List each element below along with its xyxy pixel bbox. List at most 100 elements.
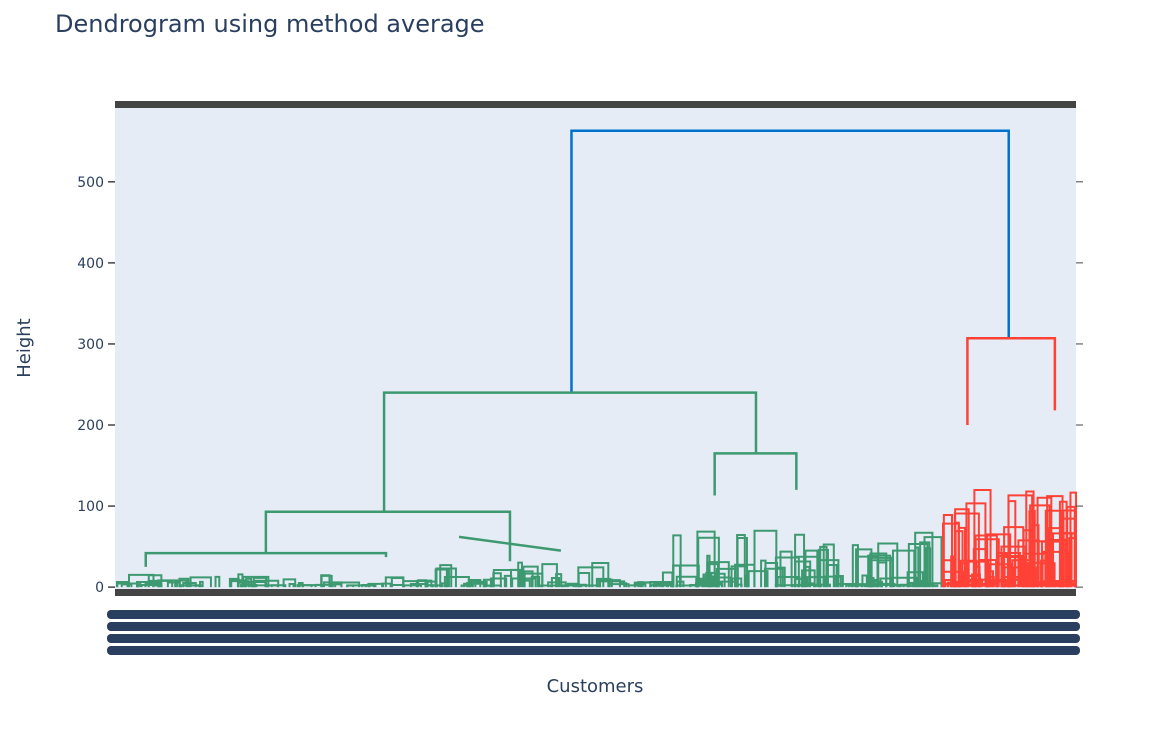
dendrogram-link: [974, 538, 1000, 588]
dendrogram-link: [736, 536, 748, 588]
dendrogram-link: [672, 534, 682, 588]
dendrogram-link: [851, 544, 859, 588]
dendrogram-link: [417, 579, 428, 588]
dendrogram-link: [174, 579, 188, 588]
dendrogram-link: [697, 536, 720, 588]
y-tick-label: 400: [77, 256, 104, 272]
dendrogram-link: [382, 391, 758, 512]
dendrogram-link: [1062, 584, 1077, 588]
dendrogram-link: [540, 584, 552, 588]
dendrogram-link: [764, 561, 779, 588]
dendrogram-link: [230, 579, 247, 588]
dendrogram-link: [1041, 550, 1069, 588]
x-tick-label-row: [107, 610, 1080, 619]
dendrogram-link: [899, 583, 909, 588]
dendrogram-link: [634, 583, 647, 588]
dendrogram-link: [649, 584, 669, 588]
dendrogram-link: [966, 337, 1057, 426]
y-tick-label: 500: [77, 175, 104, 191]
x-tick-labels: [107, 610, 1080, 655]
bottom-frame-bar: [115, 589, 1076, 596]
y-tick-label: 300: [77, 337, 104, 353]
dendrogram-link: [403, 584, 423, 588]
dendrogram-link: [550, 576, 561, 588]
dendrogram-link: [178, 577, 190, 588]
dendrogram-link: [483, 584, 502, 588]
dendrogram-link: [715, 572, 726, 588]
dendrogram-link: [214, 575, 221, 588]
plot-area: [115, 104, 1076, 592]
dendrogram-link: [509, 568, 522, 588]
dendrogram-link: [334, 581, 361, 588]
top-frame-bar: [115, 101, 1076, 108]
dendrogram-link: [580, 584, 602, 588]
dendrogram-link: [147, 579, 174, 588]
dendrogram-link: [189, 576, 212, 588]
dendrogram-link: [925, 547, 932, 588]
dendrogram-link: [551, 584, 577, 588]
dendrogram-link: [468, 580, 488, 588]
dendrogram-link: [914, 546, 920, 588]
dendrogram-link: [402, 580, 418, 588]
dendrogram-link: [144, 551, 388, 567]
dendrogram-link: [599, 580, 626, 588]
dendrogram-link: [445, 567, 450, 588]
dendrogram-link: [522, 565, 539, 588]
dendrogram-link: [367, 582, 384, 588]
dendrogram-link: [482, 578, 493, 588]
dense-leaves-layer: [115, 489, 1077, 588]
dendrogram-link: [947, 583, 973, 588]
dendrogram-link: [242, 575, 270, 588]
x-tick-label-row: [107, 646, 1080, 655]
dendrogram-link: [288, 582, 295, 588]
y-axis-title: Height: [14, 318, 35, 378]
x-axis-title: Customers: [547, 676, 644, 697]
dendrogram-link: [734, 583, 743, 588]
dendrogram-link: [570, 129, 1010, 393]
dendrogram-link: [776, 576, 801, 588]
x-tick-label-row: [107, 634, 1080, 643]
dendrogram-link: [492, 569, 521, 588]
dendrogram-link: [591, 562, 610, 588]
dendrogram-link: [320, 574, 333, 588]
dendrogram-link: [716, 576, 733, 588]
y-tick-label: 200: [77, 418, 104, 434]
dendrogram-link: [458, 535, 562, 552]
dendrogram-link: [713, 452, 798, 496]
dendrogram-link: [822, 543, 835, 588]
dendrogram-link: [861, 574, 868, 588]
dendrogram-link: [675, 584, 699, 588]
dendrogram-link: [833, 574, 844, 588]
dendrogram-link: [907, 543, 929, 588]
dendrogram-link: [965, 502, 987, 588]
dendrogram-link: [972, 548, 988, 588]
dendrogram-link: [1025, 490, 1035, 588]
dendrogram-link: [957, 526, 966, 588]
y-tick-label: 100: [77, 499, 104, 515]
dendrogram-link: [804, 549, 819, 588]
links-layer: [144, 129, 1057, 567]
dendrogram-link: [1048, 579, 1076, 588]
dendrogram-link: [314, 583, 334, 588]
dendrogram-link: [577, 571, 591, 588]
y-axis: 0 100 200 300 400 500: [77, 175, 1083, 596]
dendrogram-link: [794, 533, 806, 588]
dendrogram-link: [439, 564, 453, 588]
dendrogram-link: [144, 582, 160, 588]
dendrogram-link: [431, 584, 444, 588]
chart-title: Dendrogram using method average: [55, 10, 485, 38]
dendrogram-link: [523, 570, 534, 588]
dendrogram-link: [1007, 500, 1017, 588]
dendrogram-link: [596, 578, 613, 588]
dendrogram-link: [541, 563, 558, 588]
dendrogram-link: [747, 570, 769, 588]
dendrogram-link: [868, 579, 875, 588]
dendrogram-link: [1044, 509, 1062, 588]
dendrogram-link: [264, 510, 512, 562]
dendrogram-link: [199, 580, 204, 588]
dendrogram-link: [870, 559, 894, 588]
dendrogram-link: [925, 583, 934, 588]
dendrogram-link: [253, 579, 280, 588]
